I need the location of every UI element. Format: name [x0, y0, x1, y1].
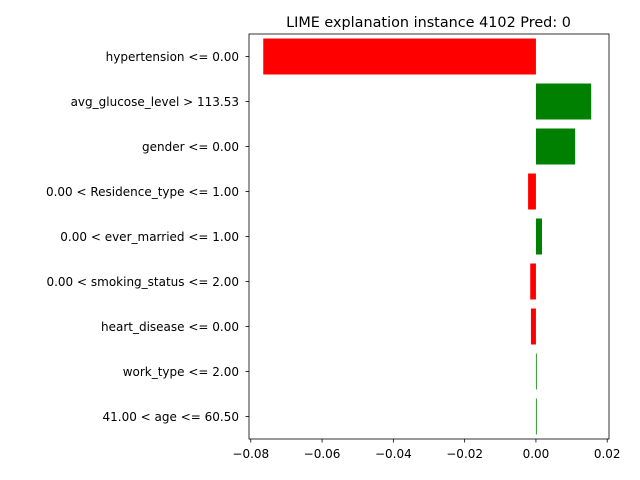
bar-0 — [263, 38, 536, 75]
y-tick-label-8: 41.00 < age <= 60.50 — [103, 410, 239, 424]
y-tick-labels-group: hypertension <= 0.00 avg_glucose_level > … — [46, 50, 249, 424]
bar-8 — [535, 398, 537, 435]
y-tick-label-6: heart_disease <= 0.00 — [101, 320, 239, 334]
bars-group — [263, 38, 592, 435]
x-tick-label-3: −0.02 — [446, 447, 483, 461]
bar-5 — [530, 263, 536, 300]
plot-frame — [248, 33, 610, 440]
y-tick-label-4: 0.00 < ever_married <= 1.00 — [60, 230, 239, 244]
x-tick-label-0: −0.08 — [232, 447, 269, 461]
x-tick-label-4: 0.00 — [523, 447, 550, 461]
bar-3 — [528, 173, 536, 210]
x-tick-label-5: 0.02 — [594, 447, 621, 461]
y-tick-label-2: gender <= 0.00 — [142, 140, 239, 154]
chart-title: LIME explanation instance 4102 Pred: 0 — [286, 15, 571, 31]
x-tick-label-1: −0.06 — [304, 447, 341, 461]
bar-2 — [535, 128, 576, 165]
bar-6 — [530, 308, 536, 345]
x-ticks-group: −0.08 −0.06 −0.04 −0.02 0.00 0.02 — [232, 439, 621, 461]
y-tick-label-1: avg_glucose_level > 113.53 — [71, 95, 239, 109]
y-tick-label-5: 0.00 < smoking_status <= 2.00 — [46, 275, 239, 289]
bar-4 — [535, 218, 542, 255]
y-tick-label-0: hypertension <= 0.00 — [106, 50, 239, 64]
y-tick-label-7: work_type <= 2.00 — [123, 365, 239, 379]
x-tick-label-2: −0.04 — [375, 447, 412, 461]
bar-1 — [535, 83, 592, 120]
bar-7 — [535, 353, 537, 390]
y-tick-label-3: 0.00 < Residence_type <= 1.00 — [46, 185, 239, 199]
